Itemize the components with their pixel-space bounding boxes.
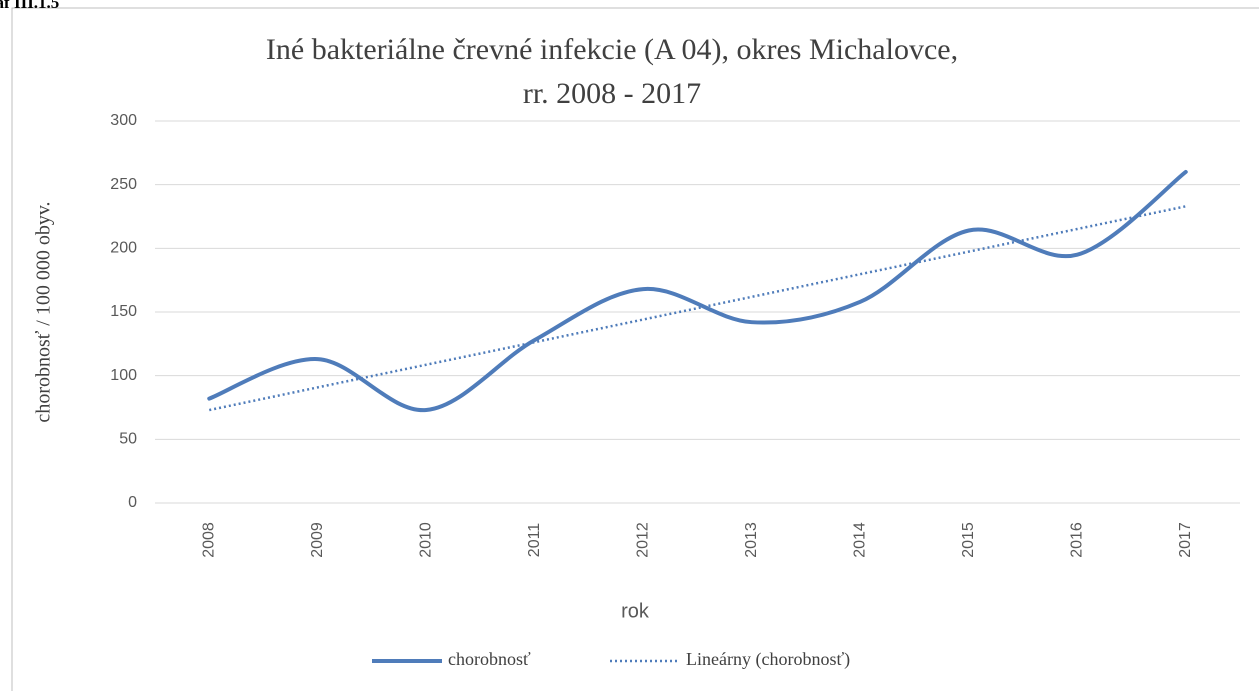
x-tick-label: 2012 xyxy=(634,522,651,558)
trend-line xyxy=(208,205,1187,412)
chart-title: rr. 2008 - 2017 xyxy=(523,77,701,110)
x-axis-label: rok xyxy=(621,600,650,622)
x-tick-label: 2011 xyxy=(526,523,543,558)
y-tick-label: 100 xyxy=(110,367,137,384)
y-tick-label: 0 xyxy=(128,494,137,511)
x-tick-label: 2013 xyxy=(743,522,760,558)
x-tick-label: 2009 xyxy=(309,522,326,558)
y-tick-label: 300 xyxy=(110,112,137,129)
y-tick-label: 250 xyxy=(110,176,137,193)
legend-label: Lineárny (chorobnosť) xyxy=(686,649,850,670)
x-tick-label: 2010 xyxy=(417,522,434,558)
data-line xyxy=(207,169,1188,413)
y-tick-label: 200 xyxy=(110,240,137,257)
x-tick-label: 2008 xyxy=(200,522,217,558)
x-tick-label: 2014 xyxy=(851,522,868,558)
y-tick-label: 50 xyxy=(119,431,137,448)
legend-label: chorobnosť xyxy=(448,649,531,669)
y-axis-label: chorobnosť / 100 000 obyv. xyxy=(33,201,55,422)
chart-frame xyxy=(11,7,1259,691)
x-tick-label: 2015 xyxy=(960,522,977,558)
y-tick-label: 150 xyxy=(110,303,137,320)
x-tick-label: 2017 xyxy=(1177,522,1194,558)
caption: raf III.1.5 xyxy=(0,0,59,12)
x-tick-label: 2016 xyxy=(1068,522,1085,558)
chart-title: Iné bakteriálne črevné infekcie (A 04), … xyxy=(266,33,958,66)
